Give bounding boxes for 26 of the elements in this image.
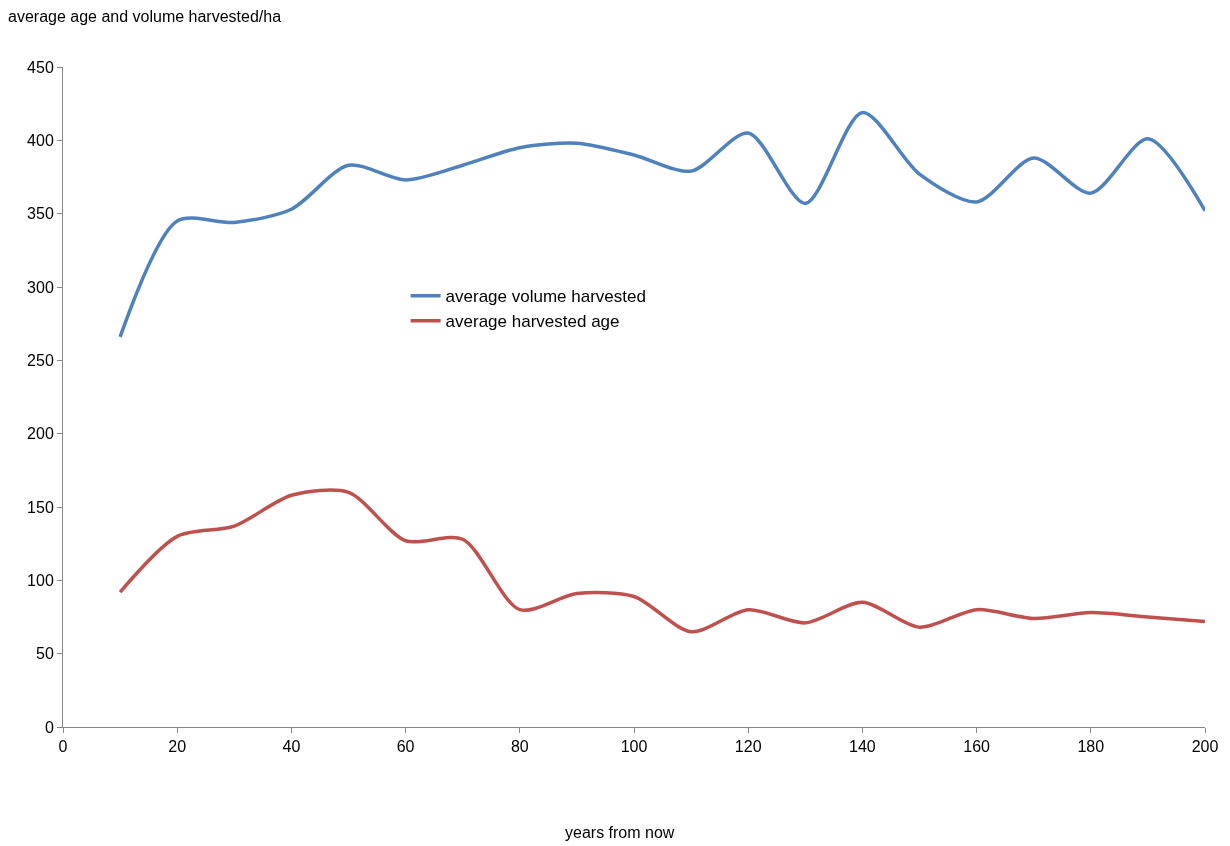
- x-axis-title: years from now: [565, 824, 675, 841]
- line-series: [118, 110, 1205, 339]
- x-tick-label: 200: [1191, 738, 1219, 756]
- x-tick-label: 0: [58, 738, 68, 756]
- x-tick-label: 120: [734, 738, 762, 756]
- y-tick-label: 150: [27, 498, 54, 516]
- legend-label: average harvested age: [445, 312, 620, 332]
- y-tick-label: 450: [27, 58, 54, 76]
- legend-label: average volume harvested: [445, 287, 646, 307]
- y-axis-title: average age and volume harvested/ha: [8, 8, 282, 25]
- x-tick-label: 160: [963, 738, 991, 756]
- y-tick-label: 400: [27, 131, 54, 149]
- y-tick-label: 350: [27, 205, 54, 223]
- y-tick-label: 50: [36, 645, 54, 663]
- x-tick-label: 180: [1077, 738, 1105, 756]
- y-tick-label: 100: [27, 571, 54, 589]
- y-tick-label: 250: [27, 351, 54, 369]
- y-tick-label: 300: [27, 278, 54, 296]
- x-tick-label: 80: [510, 738, 529, 756]
- x-tick-label: 140: [849, 738, 876, 756]
- y-tick-label: 200: [27, 425, 54, 443]
- y-tick-label: 0: [44, 718, 54, 736]
- x-tick-label: 40: [282, 738, 301, 756]
- x-tick-label: 20: [168, 738, 187, 756]
- x-tick-label: 100: [620, 738, 648, 756]
- x-tick-label: 60: [396, 738, 415, 756]
